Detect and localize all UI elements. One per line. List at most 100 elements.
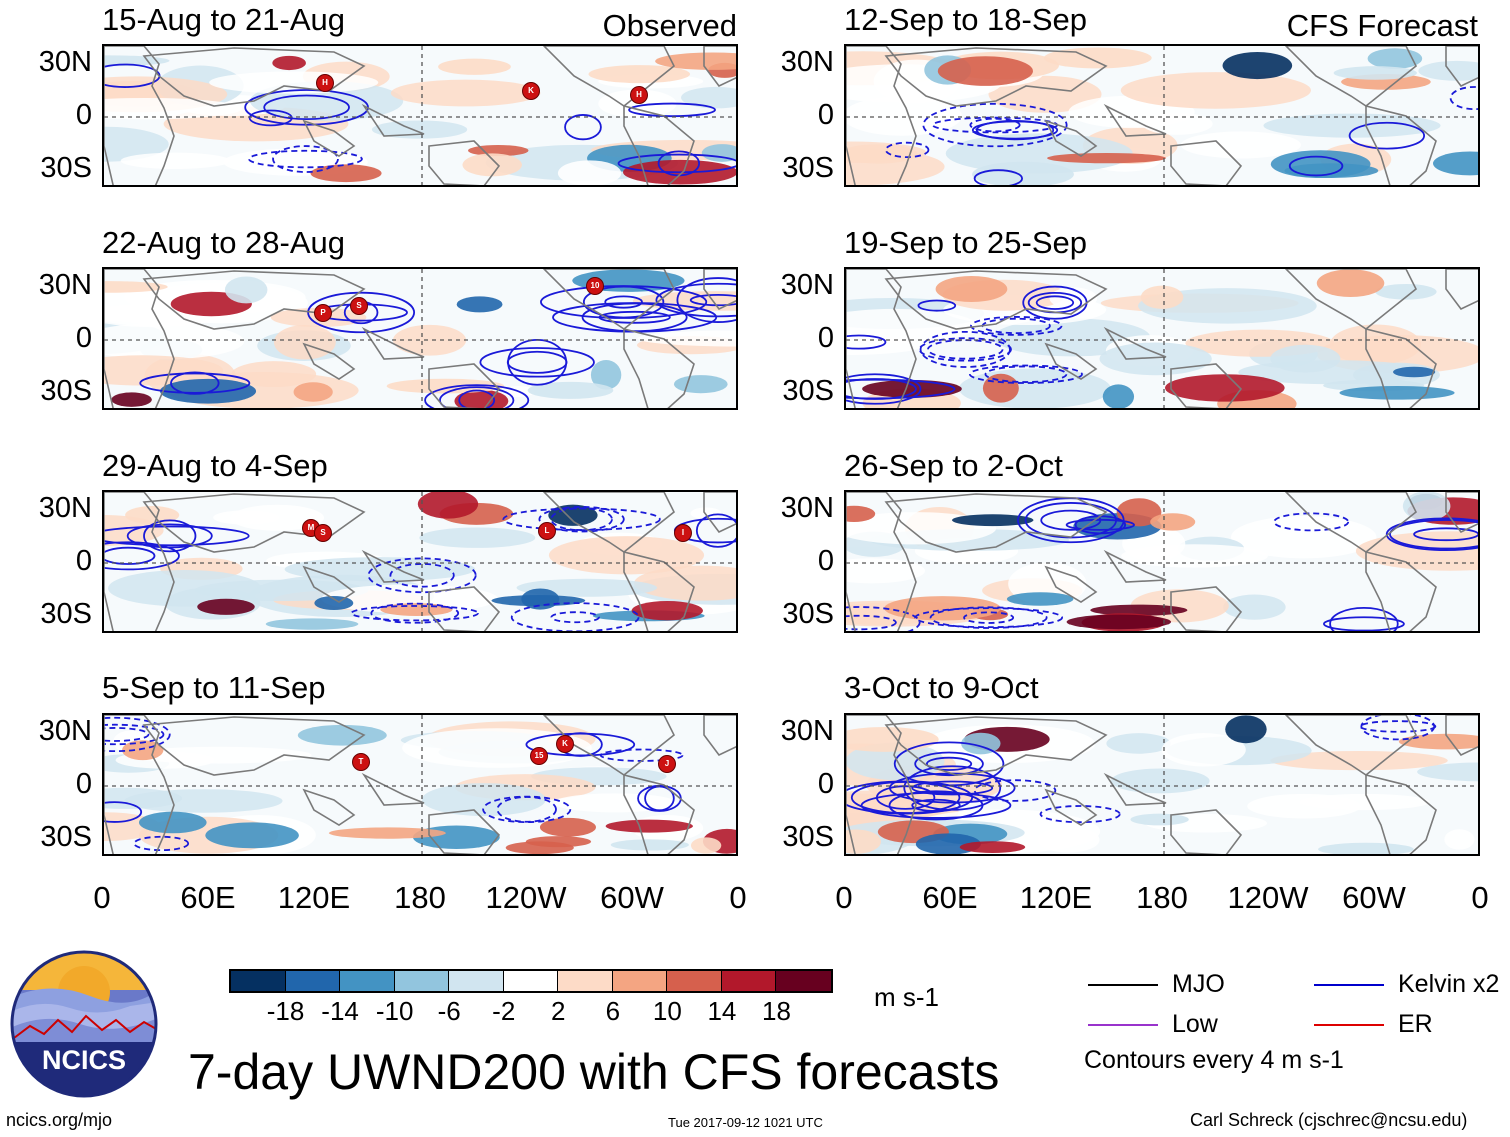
lat-tick-label: 30S <box>40 598 92 630</box>
map-panel-fc-1 <box>844 267 1480 410</box>
lon-tick-label: 0 <box>835 880 853 915</box>
map-panel-fc-2 <box>844 490 1480 633</box>
storm-marker: J <box>658 755 676 773</box>
storm-label: J <box>664 759 670 768</box>
storm-label: H <box>322 78 328 87</box>
lon-tick-label: 60W <box>1342 880 1406 915</box>
colorbar-tick-label: -18 <box>266 996 305 1026</box>
map-field-fc-3 <box>846 715 1478 854</box>
storm-label: S <box>320 528 326 537</box>
lon-tick-label: 0 <box>93 880 111 915</box>
panel-title: 15-Aug to 21-Aug <box>102 2 346 37</box>
storm-label: H <box>636 90 642 99</box>
colorbar-swatch <box>612 971 668 991</box>
lon-tick-label: 180 <box>394 880 446 915</box>
lon-tick-label: 120E <box>277 880 351 915</box>
panel-title: 22-Aug to 28-Aug <box>102 225 346 260</box>
lon-tick-label: 60E <box>922 880 978 915</box>
lat-tick-label: 30N <box>780 46 834 78</box>
map-panel-obs-3 <box>102 713 738 856</box>
chart-title: 7-day UWND200 with CFS forecasts <box>188 1044 1000 1100</box>
map-field-obs-3 <box>104 715 736 854</box>
lat-tick-label: 30S <box>40 821 92 853</box>
legend-line <box>1314 1024 1384 1026</box>
map-panel-obs-2 <box>102 490 738 633</box>
contour-note: Contours every 4 m s-1 <box>1084 1046 1344 1074</box>
colorbar-tick-label: 10 <box>652 996 682 1026</box>
panel-title: 29-Aug to 4-Sep <box>102 448 328 483</box>
legend-label: ER <box>1398 1010 1433 1038</box>
storm-label: M <box>307 523 315 532</box>
legend-line <box>1088 1024 1158 1026</box>
map-field-obs-0 <box>104 46 736 185</box>
legend-label: Kelvin x2 <box>1398 970 1500 998</box>
storm-label: T <box>358 757 364 766</box>
footer-url[interactable]: ncics.org/mjo <box>6 1110 113 1130</box>
storm-marker: 10 <box>586 277 604 295</box>
panel-title: 3-Oct to 9-Oct <box>844 670 1039 705</box>
colorbar <box>229 969 833 993</box>
lon-tick-label: 60E <box>180 880 236 915</box>
storm-label: K <box>562 739 568 748</box>
colorbar-swatch <box>394 971 450 991</box>
colorbar-tick-label: -14 <box>321 996 359 1026</box>
footer-author: Carl Schreck (cjschrec@ncsu.edu) <box>1190 1110 1468 1130</box>
lat-tick-label: 0 <box>817 768 834 800</box>
colorbar-swatch <box>449 971 504 991</box>
storm-marker: K <box>522 82 540 100</box>
storm-marker: I <box>674 524 692 542</box>
lon-tick-label: 60W <box>600 880 664 915</box>
lat-tick-label: 30N <box>38 492 92 524</box>
lon-tick-label: 0 <box>729 880 747 915</box>
lat-tick-label: 30N <box>38 269 92 301</box>
lat-tick-label: 0 <box>75 768 92 800</box>
lat-tick-label: 30N <box>780 715 834 747</box>
lon-tick-label: 0 <box>1471 880 1489 915</box>
map-field-obs-1 <box>104 269 736 408</box>
storm-marker: P <box>314 304 332 322</box>
storm-marker: T <box>352 753 370 771</box>
footer-timestamp: Tue 2017-09-12 1021 UTC <box>668 1115 823 1130</box>
storm-label: 10 <box>590 281 600 290</box>
storm-marker: H <box>316 74 334 92</box>
lat-tick-label: 30S <box>782 598 834 630</box>
colorbar-swatch <box>231 971 286 991</box>
colorbar-tick-label: -6 <box>437 996 461 1026</box>
lat-tick-label: 30S <box>782 375 834 407</box>
lat-tick-label: 0 <box>817 322 834 354</box>
map-field-obs-2 <box>104 492 736 631</box>
lon-tick-label: 120W <box>485 880 567 915</box>
map-panel-obs-0 <box>102 44 738 187</box>
ncics-logo: NCICS <box>10 950 158 1098</box>
map-panel-fc-3 <box>844 713 1480 856</box>
colorbar-tick-label: -2 <box>492 996 516 1026</box>
colorbar-swatch <box>721 971 777 991</box>
colorbar-swatch <box>503 971 559 991</box>
panel-title: 5-Sep to 11-Sep <box>102 670 326 705</box>
storm-marker: S <box>314 524 332 542</box>
panel-title: 19-Sep to 25-Sep <box>844 225 1088 260</box>
panel-title: 26-Sep to 2-Oct <box>844 448 1063 483</box>
logo-text: NCICS <box>41 1045 126 1075</box>
storm-label: S <box>356 301 362 310</box>
map-field-fc-1 <box>846 269 1478 408</box>
colorbar-swatch <box>667 971 722 991</box>
storm-label: K <box>528 86 534 95</box>
storm-marker: S <box>350 297 368 315</box>
colorbar-tick-label: -10 <box>375 996 414 1026</box>
map-panel-fc-0 <box>844 44 1480 187</box>
storm-marker: 15 <box>530 747 548 765</box>
lat-tick-label: 0 <box>817 99 834 131</box>
colorbar-swatch <box>285 971 341 991</box>
storm-label: I <box>681 528 685 537</box>
lat-tick-label: 30N <box>38 46 92 78</box>
lat-tick-label: 30S <box>782 821 834 853</box>
lat-tick-label: 30N <box>780 492 834 524</box>
map-panel-obs-1 <box>102 267 738 410</box>
forecast-label: CFS Forecast <box>1286 8 1478 43</box>
lat-tick-label: 30S <box>782 152 834 184</box>
legend-line <box>1314 984 1384 986</box>
legend-line <box>1088 984 1158 986</box>
observed-label: Observed <box>602 8 737 43</box>
storm-label: P <box>320 308 326 317</box>
